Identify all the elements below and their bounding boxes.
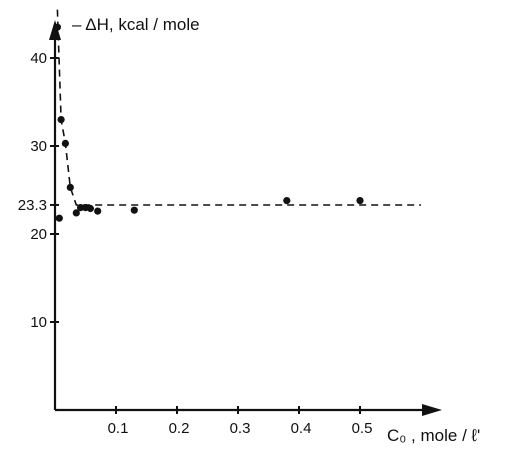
axes [49,20,442,416]
x-tick-label: 0.2 [169,420,190,437]
points-group [53,23,364,222]
data-point [283,197,291,205]
dashed-trend-line [56,9,421,206]
x-axis-title: C₀ , mole / ℓ' [387,426,480,445]
y-tick-label: 20 [30,226,47,243]
y-tick-label: 40 [30,50,47,67]
y-tick-label: 30 [30,138,47,155]
data-point [94,207,102,215]
trend-group [56,9,421,206]
data-point [130,206,138,214]
x-tick-label: 0.1 [108,420,129,437]
data-point [72,209,80,217]
data-point [66,183,74,191]
data-point [61,139,69,147]
x-tick-label: 0.5 [352,420,373,437]
y-axis-title: – ΔH, kcal / mole [72,15,200,34]
data-point [53,23,62,31]
data-point [86,204,94,213]
y-tick-label: 23.3 [18,197,47,214]
x-tick-label: 0.3 [230,420,251,437]
x-axis-arrowhead [422,404,442,416]
x-tick-label: 0.4 [291,420,312,437]
y-tick-label: 10 [30,314,47,331]
ticks-group: 10 20 23.3 30 40 0.1 0.2 0.3 0.4 0.5 [18,50,373,437]
data-point [57,116,65,124]
data-point [356,197,364,205]
data-point [55,214,63,222]
